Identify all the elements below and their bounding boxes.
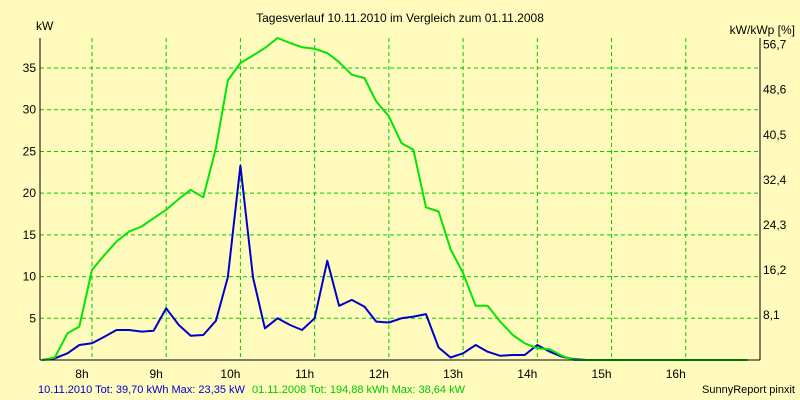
axes — [39, 38, 761, 361]
tick-labels: 8h 9h 10h 11h 12h 13h 14h 15h 16h 5 10 15 20 25 30 35 8,… — [23, 38, 787, 381]
x-tick-label-0: 8h — [75, 367, 88, 381]
x-tick-label-1: 9h — [150, 367, 163, 381]
y-left-tick-label-3: 20 — [23, 186, 37, 200]
legend-summary-2010: 10.11.2010 Tot: 39,70 kWh Max: 23,35 kW … — [38, 384, 466, 396]
x-tick-label-2: 10h — [220, 367, 240, 381]
y-right-tick-label-0: 8,1 — [763, 308, 780, 322]
y-left-tick-label-5: 30 — [23, 103, 37, 117]
y-right-tick-label-2: 24,3 — [763, 218, 787, 232]
credit-text: SunnyReport pinxit — [702, 384, 795, 396]
y-left-tick-label-4: 25 — [23, 144, 37, 158]
y-right-tick-label-6: 56,7 — [763, 38, 787, 52]
x-tick-label-7: 15h — [592, 367, 612, 381]
y-left-tick-label-1: 10 — [23, 270, 37, 284]
right-axis-unit-label: kW/kWp [%] — [730, 23, 795, 37]
y-left-tick-label-2: 15 — [23, 228, 37, 242]
x-tick-label-3: 11h — [295, 367, 314, 381]
x-tick-label-4: 12h — [369, 367, 389, 381]
left-axis-unit-label: kW — [36, 19, 54, 33]
y-left-tick-label-0: 5 — [29, 311, 36, 325]
y-left-tick-label-6: 35 — [23, 61, 37, 75]
y-right-tick-label-3: 32,4 — [763, 173, 787, 187]
x-tick-label-6: 14h — [517, 367, 537, 381]
plot-area — [40, 38, 760, 360]
legend-summary-2008-text: 01.11.2008 Tot: 194,88 kWh Max: 38,64 kW — [252, 384, 466, 396]
x-tick-label-8: 16h — [666, 367, 686, 381]
y-right-tick-label-5: 48,6 — [763, 83, 787, 97]
x-tick-label-5: 13h — [443, 367, 463, 381]
y-right-tick-label-1: 16,2 — [763, 263, 787, 277]
legend-summary-2010-text: 10.11.2010 Tot: 39,70 kWh Max: 23,35 kW — [38, 384, 245, 396]
y-right-tick-label-4: 40,5 — [763, 128, 787, 142]
chart-title: Tagesverlauf 10.11.2010 im Vergleich zum… — [256, 11, 544, 25]
